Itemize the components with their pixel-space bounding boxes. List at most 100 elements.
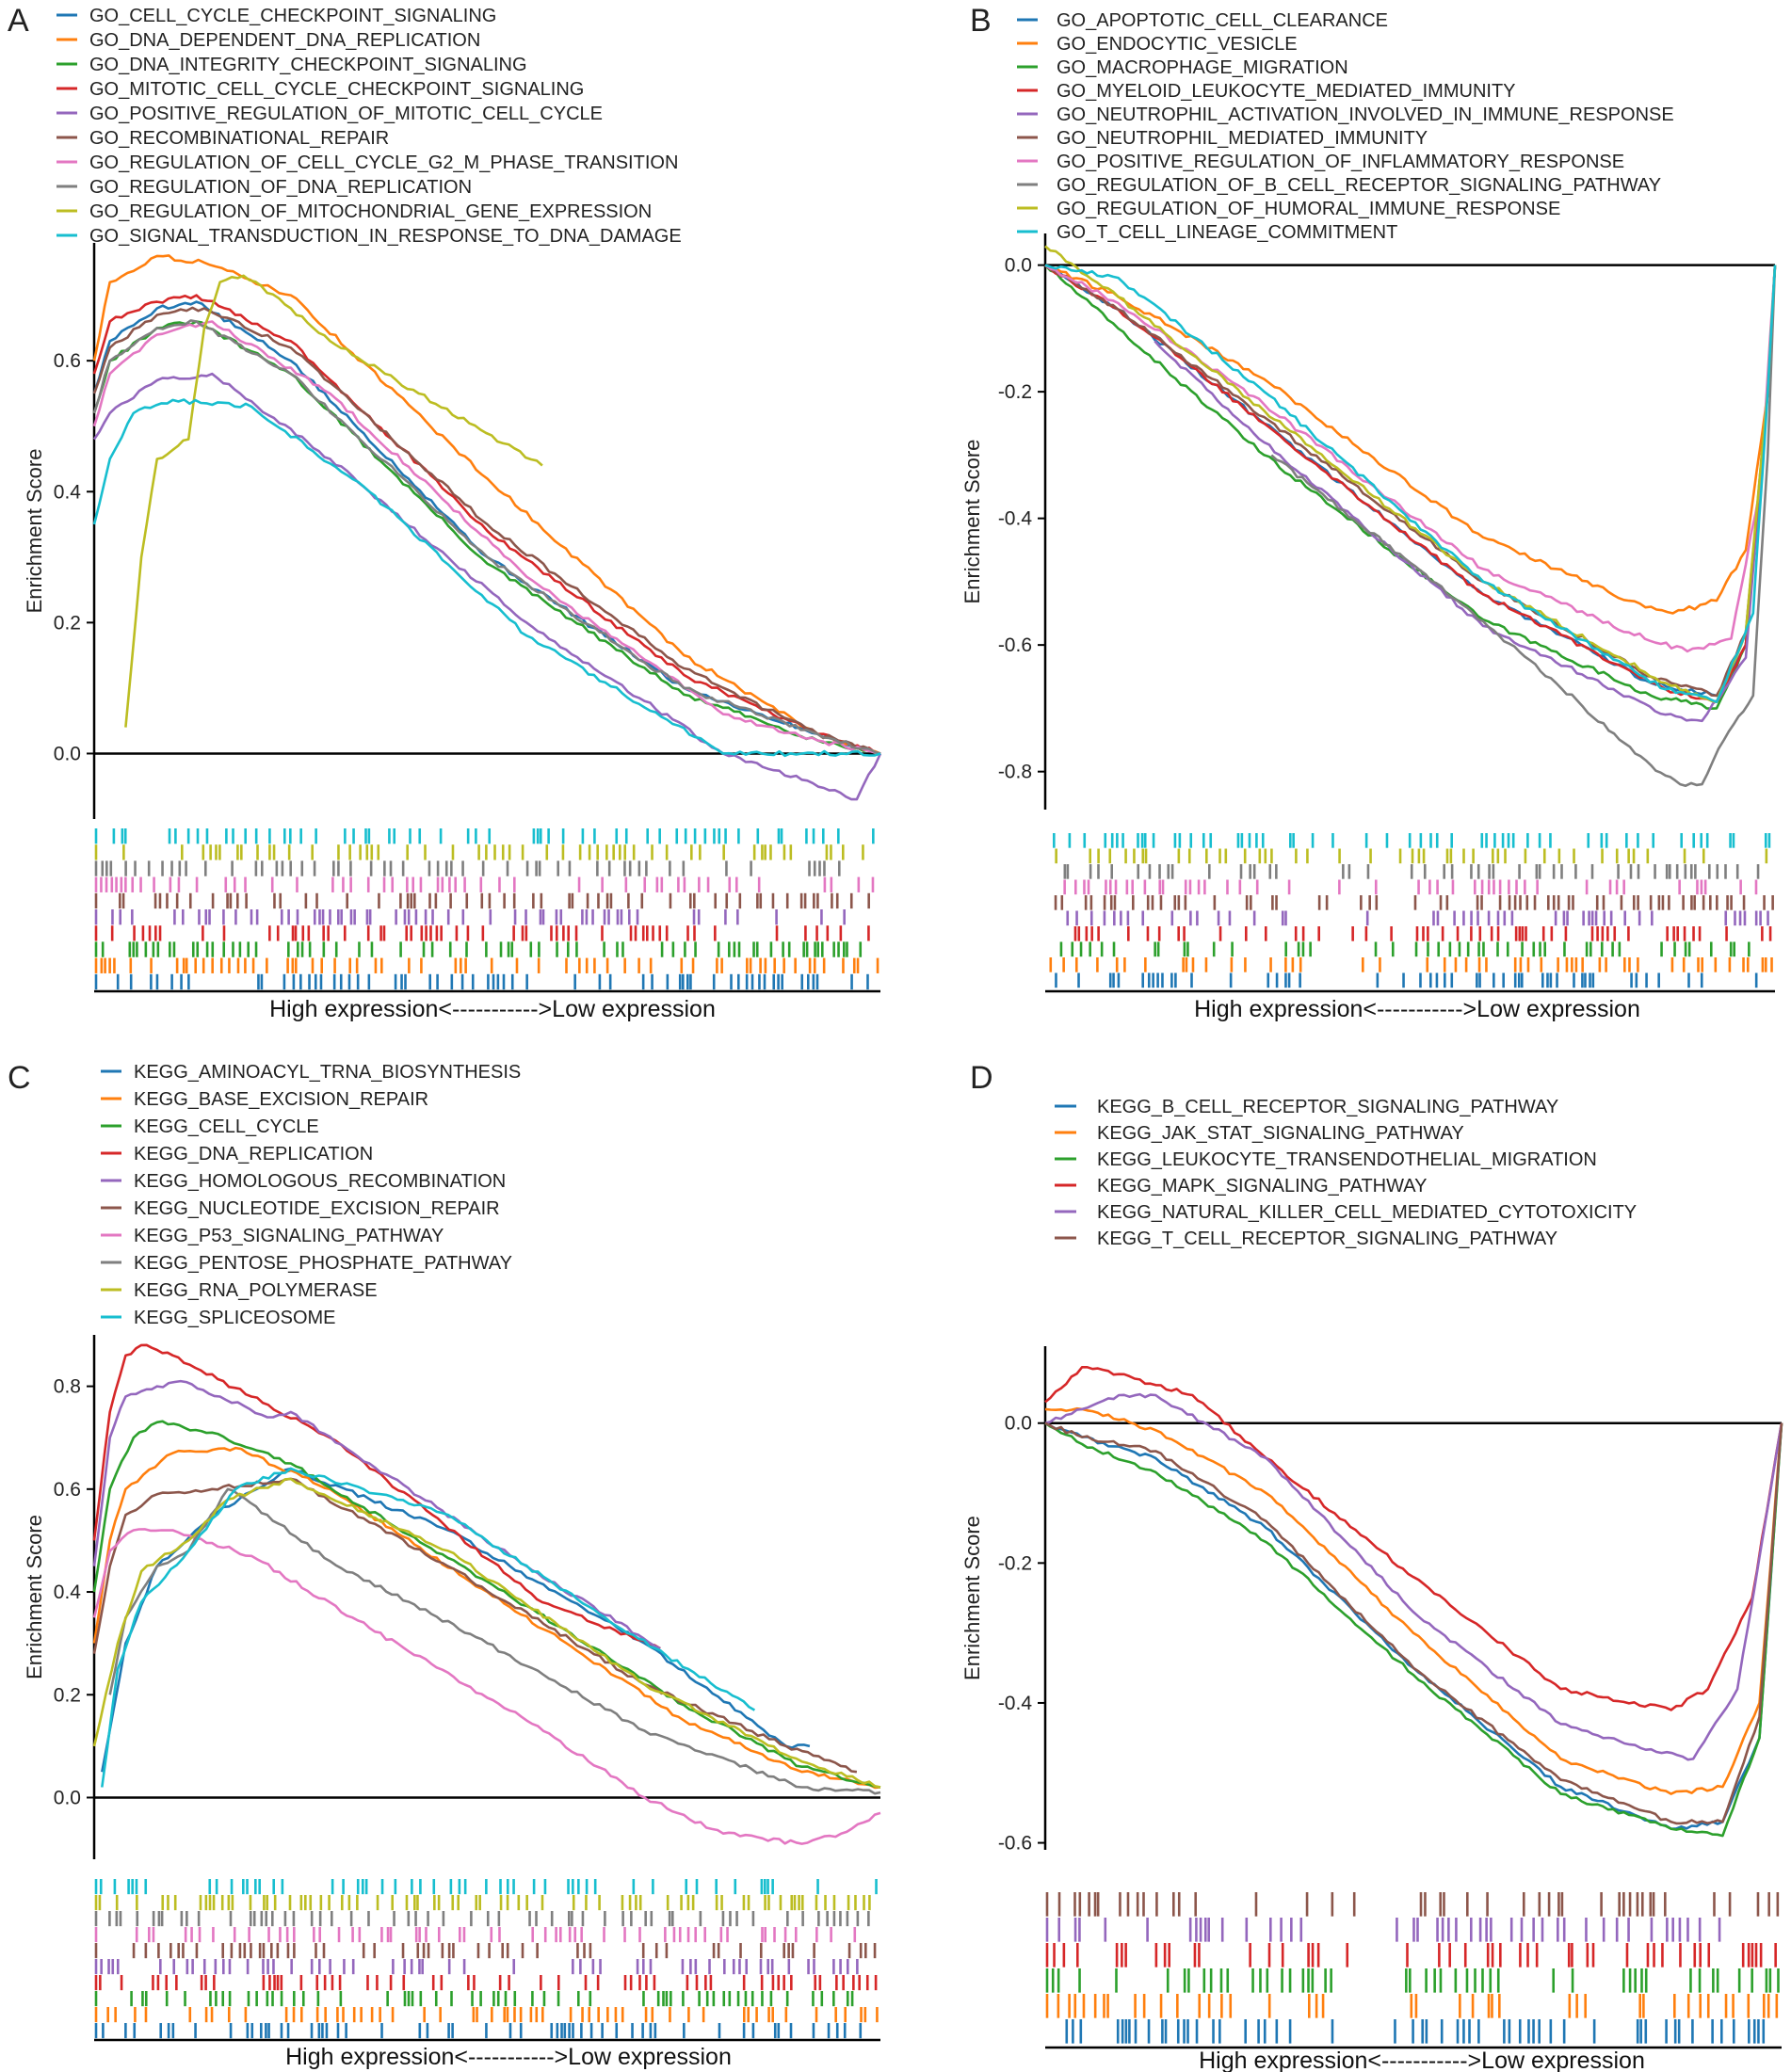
legend-label: KEGG_T_CELL_RECEPTOR_SIGNALING_PATHWAY — [1097, 1229, 1557, 1249]
y-axis-title: Enrichment Score — [23, 1515, 46, 1679]
x-axis-caption: High expression<----------->Low expressi… — [1199, 2048, 1645, 2072]
es-line-5 — [92, 1379, 661, 1650]
legend-label: KEGG_MAPK_SIGNALING_PATHWAY — [1097, 1176, 1427, 1197]
es-line-2 — [92, 1446, 881, 1790]
legend-label: GO_NEUTROPHIL_ACTIVATION_INVOLVED_IN_IMM… — [1057, 104, 1674, 125]
legend-label: KEGG_RNA_POLYMERASE — [134, 1280, 378, 1301]
y-tick-label: 0.2 — [54, 1684, 81, 1706]
legend-label: KEGG_P53_SIGNALING_PATHWAY — [134, 1226, 444, 1246]
y-tick-label: -0.6 — [998, 634, 1032, 656]
legend-label: KEGG_BASE_EXCISION_REPAIR — [134, 1089, 428, 1110]
es-line-5 — [1154, 265, 1777, 723]
es-line-6 — [1044, 1421, 1783, 1825]
y-tick-label: 0.0 — [1005, 1413, 1032, 1435]
es-line-2 — [1044, 1406, 1783, 1795]
es-line-10 — [92, 398, 881, 758]
es-line-9 — [124, 274, 543, 728]
panel-a: A GO_CELL_CYCLE_CHECKPOINT_SIGNALING GO_DN… — [8, 3, 882, 1022]
legend-label: GO_MYELOID_LEUKOCYTE_MEDIATED_IMMUNITY — [1057, 81, 1516, 102]
es-line-3 — [92, 1420, 881, 1789]
es-line-1 — [1044, 1421, 1783, 1830]
es-line-5 — [92, 372, 882, 801]
es-line-8 — [1270, 265, 1777, 787]
es-line-3 — [1044, 1421, 1783, 1838]
legend-label: GO_APOPTOTIC_CELL_CLEARANCE — [1057, 10, 1388, 31]
y-tick-label: -0.8 — [998, 762, 1032, 783]
es-line-2 — [1044, 264, 1777, 615]
es-line-7 — [92, 1528, 881, 1845]
es-line-4 — [1044, 1366, 1783, 1711]
legend-label: GO_REGULATION_OF_CELL_CYCLE_G2_M_PHASE_T… — [89, 153, 678, 173]
legend-label: KEGG_AMINOACYL_TRNA_BIOSYNTHESIS — [134, 1062, 521, 1083]
es-line-5 — [1044, 1392, 1783, 1761]
y-tick-label: -0.6 — [998, 1833, 1032, 1855]
es-line-6 — [92, 1477, 858, 1774]
legend-label: KEGG_PENTOSE_PHOSPHATE_PATHWAY — [134, 1253, 512, 1274]
y-tick-label: 0.6 — [54, 350, 81, 372]
es-line-7 — [92, 320, 881, 755]
legend-label: KEGG_CELL_CYCLE — [134, 1116, 319, 1137]
es-line-10 — [1044, 264, 1777, 703]
es-line-10 — [101, 1467, 756, 1788]
legend-label: KEGG_NUCLEOTIDE_EXCISION_REPAIR — [134, 1198, 500, 1219]
legend-label: GO_REGULATION_OF_MITOCHONDRIAL_GENE_EXPR… — [89, 201, 652, 222]
es-line-2 — [92, 254, 881, 755]
legend-label: GO_REGULATION_OF_B_CELL_RECEPTOR_SIGNALI… — [1057, 175, 1661, 196]
legend-label: GO_DNA_DEPENDENT_DNA_REPLICATION — [89, 30, 480, 51]
panel-c: C KEGG_AMINOACYL_TRNA_BIOSYNTHESIS KEGG_BA… — [8, 1060, 881, 2070]
y-tick-label: 0.6 — [54, 1479, 81, 1501]
y-tick-label: -0.2 — [998, 381, 1032, 403]
es-line-9 — [1044, 245, 1777, 703]
y-tick-label: 0.0 — [54, 1787, 81, 1808]
panel-d: D KEGG_B_CELL_RECEPTOR_SIGNALING_PATHWAY K… — [960, 1060, 1783, 2072]
y-axis-title: Enrichment Score — [960, 1516, 984, 1680]
x-axis-caption: High expression<----------->Low expressi… — [285, 2044, 732, 2070]
es-line-4 — [92, 1343, 661, 1650]
es-line-3 — [92, 320, 881, 755]
es-line-4 — [92, 294, 881, 755]
legend-label: GO_DNA_INTEGRITY_CHECKPOINT_SIGNALING — [89, 55, 527, 75]
legend-label: KEGG_SPLICEOSOME — [134, 1308, 336, 1328]
y-tick-label: 0.0 — [1005, 255, 1032, 277]
y-axis-title: Enrichment Score — [960, 440, 984, 604]
panel-letter-c: C — [8, 1060, 31, 1096]
panel-letter-b: B — [970, 3, 992, 39]
legend-label: GO_REGULATION_OF_HUMORAL_IMMUNE_RESPONSE — [1057, 199, 1560, 219]
legend-label: KEGG_LEUKOCYTE_TRANSENDOTHELIAL_MIGRATIO… — [1097, 1149, 1597, 1170]
panel-b: B GO_APOPTOTIC_CELL_CLEARANCE GO_ENDOCYTIC… — [960, 3, 1777, 1022]
y-tick-label: -0.4 — [998, 508, 1033, 530]
es-line-8 — [92, 319, 881, 755]
legend-label: GO_T_CELL_LINEAGE_COMMITMENT — [1057, 222, 1397, 243]
legend-label: GO_NEUTROPHIL_MEDIATED_IMMUNITY — [1057, 128, 1428, 149]
legend-label: GO_SIGNAL_TRANSDUCTION_IN_RESPONSE_TO_DN… — [89, 226, 682, 247]
y-tick-label: -0.4 — [998, 1693, 1033, 1714]
legend-label: GO_MITOTIC_CELL_CYCLE_CHECKPOINT_SIGNALI… — [89, 79, 584, 100]
legend-label: GO_POSITIVE_REGULATION_OF_MITOTIC_CELL_C… — [89, 104, 603, 124]
legend-label: GO_ENDOCYTIC_VESICLE — [1057, 34, 1298, 55]
legend-label: GO_MACROPHAGE_MIGRATION — [1057, 57, 1348, 78]
legend-label: GO_RECOMBINATIONAL_REPAIR — [89, 128, 389, 149]
x-axis-caption: High expression<----------->Low expressi… — [269, 996, 716, 1022]
legend-label: GO_POSITIVE_REGULATION_OF_INFLAMMATORY_R… — [1057, 152, 1624, 172]
legend-label: GO_CELL_CYCLE_CHECKPOINT_SIGNALING — [89, 6, 496, 26]
legend-label: KEGG_NATURAL_KILLER_CELL_MEDIATED_CYTOTO… — [1097, 1202, 1637, 1223]
legend-label: KEGG_JAK_STAT_SIGNALING_PATHWAY — [1097, 1123, 1464, 1144]
legend-label: KEGG_DNA_REPLICATION — [134, 1144, 373, 1164]
y-axis-title: Enrichment Score — [23, 449, 46, 614]
y-tick-label: 0.8 — [54, 1376, 81, 1398]
y-tick-label: 0.2 — [54, 612, 81, 634]
panel-letter-d: D — [970, 1060, 993, 1096]
es-line-7 — [1044, 264, 1777, 653]
y-tick-label: -0.2 — [998, 1552, 1032, 1574]
legend-label: KEGG_HOMOLOGOUS_RECOMBINATION — [134, 1171, 506, 1192]
y-tick-label: 0.0 — [54, 743, 81, 764]
es-line-1 — [92, 300, 881, 755]
x-axis-caption: High expression<----------->Low expressi… — [1194, 996, 1640, 1022]
y-tick-label: 0.4 — [54, 1582, 82, 1603]
es-line-1 — [101, 1467, 811, 1773]
y-tick-label: 0.4 — [54, 481, 82, 503]
legend-label: KEGG_B_CELL_RECEPTOR_SIGNALING_PATHWAY — [1097, 1097, 1558, 1117]
legend-label: GO_REGULATION_OF_DNA_REPLICATION — [89, 177, 472, 198]
panel-letter-a: A — [8, 3, 29, 39]
